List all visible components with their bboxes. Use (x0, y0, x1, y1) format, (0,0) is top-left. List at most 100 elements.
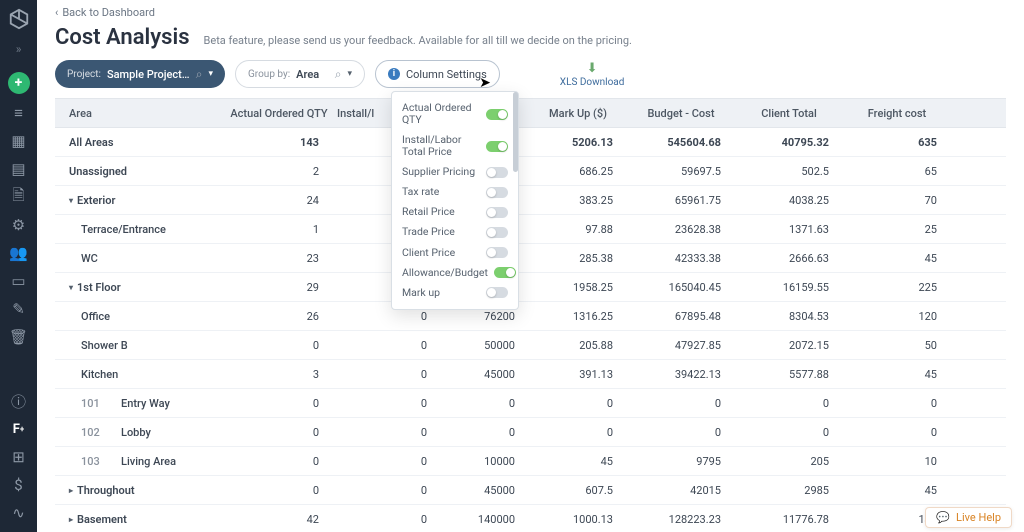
area-cell: 102Lobby (55, 426, 225, 439)
table-row[interactable]: 101Entry Way0000000 (55, 389, 1006, 418)
table-row[interactable]: Unassigned260200686.2559697.5502.565 (55, 157, 1006, 186)
row-label: Exterior (77, 194, 115, 207)
expand-caret-icon[interactable]: ▸ (69, 515, 73, 524)
area-cell: Terrace/Entrance (55, 223, 225, 236)
table-row[interactable]: 103Living Area001000045979520510 (55, 447, 1006, 476)
cell: 1371.63 (735, 223, 843, 236)
expand-sidebar-icon[interactable]: » (16, 42, 22, 56)
expand-caret-icon[interactable]: ▾ (69, 283, 73, 292)
cell: 67895.48 (627, 310, 735, 323)
column-toggle-row[interactable]: Supplier Pricing (396, 162, 514, 182)
column-toggle-row[interactable]: Trade Price (396, 222, 514, 242)
toggle-switch[interactable] (486, 247, 508, 258)
toggle-switch[interactable] (494, 267, 516, 278)
column-toggle-row[interactable]: Allowance/Budget (396, 263, 514, 283)
cell: 4038.25 (735, 194, 843, 207)
cell: 0 (225, 426, 333, 439)
col-header-qty: Actual Ordered QTY (225, 107, 333, 120)
chevron-left-icon: ‹ (55, 6, 58, 19)
cell: 42333.38 (627, 252, 735, 265)
table-row[interactable]: Shower B0050000205.8847927.852072.1550 (55, 331, 1006, 360)
toggle-switch[interactable] (486, 207, 508, 218)
dropdown-scrollbar[interactable] (513, 92, 518, 172)
column-toggle-row[interactable]: Tax rate (396, 182, 514, 202)
toggle-switch[interactable] (486, 187, 508, 198)
area-cell: All Areas (55, 136, 225, 149)
back-link[interactable]: ‹Back to Dashboard (55, 6, 1006, 19)
info-icon[interactable]: ⓘ (10, 392, 28, 410)
cell: 1316.25 (529, 310, 627, 323)
table-row[interactable]: ▾1st Floor2901812001958.25165040.4516159… (55, 273, 1006, 302)
cell: 45000 (441, 484, 529, 497)
doc-icon[interactable]: 🗎 (10, 188, 28, 206)
toggle-switch[interactable] (486, 287, 508, 298)
clipboard-icon[interactable]: ▤ (10, 160, 28, 178)
cell: 0 (735, 426, 843, 439)
row-code: 103 (81, 455, 107, 468)
cell: 0 (333, 397, 441, 410)
cell: 8304.53 (735, 310, 843, 323)
users-icon[interactable]: 👥 (10, 244, 28, 262)
edit-icon[interactable]: ✎ (10, 300, 28, 318)
caret-down-icon: ▾ (208, 69, 213, 79)
cell: 16159.55 (735, 281, 843, 294)
row-label: Basement (77, 513, 127, 526)
toggle-switch[interactable] (486, 227, 508, 238)
table-row[interactable]: ▸Throughout0045000607.542015298545 (55, 476, 1006, 505)
list-icon[interactable]: ≡ (10, 104, 28, 122)
table-row[interactable]: Terrace/Entrance12500097.8823628.381371.… (55, 215, 1006, 244)
table-row[interactable]: 102Lobby0000000 (55, 418, 1006, 447)
cell: 45 (843, 368, 951, 381)
table-row[interactable]: WC2345000285.3842333.382666.6345 (55, 244, 1006, 273)
cell: 0 (441, 397, 529, 410)
cell: 165040.45 (627, 281, 735, 294)
column-toggle-row[interactable]: Retail Price (396, 202, 514, 222)
page-subtitle: Beta feature, please send us your feedba… (204, 34, 632, 47)
cell: 607.5 (529, 484, 627, 497)
dollar-icon[interactable]: $ (10, 476, 28, 494)
table-row[interactable]: ▾Exterior2470000383.2565961.754038.2570 (55, 186, 1006, 215)
rss-icon[interactable]: ∿ (10, 504, 28, 522)
toggle-switch[interactable] (486, 141, 508, 152)
trash-icon[interactable]: 🗑 (10, 328, 28, 346)
cell: 10 (843, 455, 951, 468)
xls-download-button[interactable]: ⬇ XLS Download (560, 61, 625, 88)
column-toggle-row[interactable]: Actual Ordered QTY (396, 98, 514, 130)
area-cell: 103Living Area (55, 455, 225, 468)
app-logo-icon[interactable] (8, 8, 30, 30)
col-header-markup: Mark Up ($) (529, 107, 627, 120)
toggle-switch[interactable] (486, 167, 508, 178)
table-row[interactable]: Kitchen3045000391.1339422.135577.8845 (55, 360, 1006, 389)
cell: 9795 (627, 455, 735, 468)
cell: 0 (333, 513, 441, 526)
cell: 1 (225, 223, 333, 236)
f-icon[interactable]: F+ (10, 420, 28, 438)
expand-caret-icon[interactable]: ▾ (69, 196, 73, 205)
column-toggle-row[interactable]: Client Price (396, 243, 514, 263)
groupby-selector[interactable]: Group by: Area ⌕ ▾ (235, 60, 365, 88)
grid-icon[interactable]: ▦ (10, 132, 28, 150)
expand-caret-icon[interactable]: ▸ (69, 486, 73, 495)
table-row[interactable]: All Areas1435864005206.13545604.6840795.… (55, 128, 1006, 157)
puzzle-icon[interactable]: ⊞ (10, 448, 28, 466)
project-selector[interactable]: Project: Sample Project (With … ⌕ ▾ (55, 60, 225, 88)
cell: 143 (225, 136, 333, 149)
add-button[interactable]: + (8, 72, 30, 94)
cell: 128223.23 (627, 513, 735, 526)
column-toggle-row[interactable]: Install/Labor Total Price (396, 130, 514, 162)
table-body: All Areas1435864005206.13545604.6840795.… (55, 128, 1006, 532)
column-toggle-row[interactable]: Mark up (396, 283, 514, 303)
id-icon[interactable]: ▭ (10, 272, 28, 290)
table-row[interactable]: Office260762001316.2567895.488304.53120 (55, 302, 1006, 331)
live-help-button[interactable]: 💬 Live Help (925, 507, 1012, 528)
cell: 10000 (441, 455, 529, 468)
area-cell: ▾1st Floor (55, 281, 225, 294)
column-toggle-label: Supplier Pricing (402, 166, 475, 178)
area-cell: ▸Throughout (55, 484, 225, 497)
cell: 45 (843, 252, 951, 265)
table-row[interactable]: ▸Basement4201400001000.13128223.2311776.… (55, 505, 1006, 532)
gear-icon[interactable]: ⚙ (10, 216, 28, 234)
column-settings-button[interactable]: i Column Settings ➤ (375, 60, 500, 88)
toggle-switch[interactable] (486, 109, 508, 120)
cell: 0 (333, 339, 441, 352)
